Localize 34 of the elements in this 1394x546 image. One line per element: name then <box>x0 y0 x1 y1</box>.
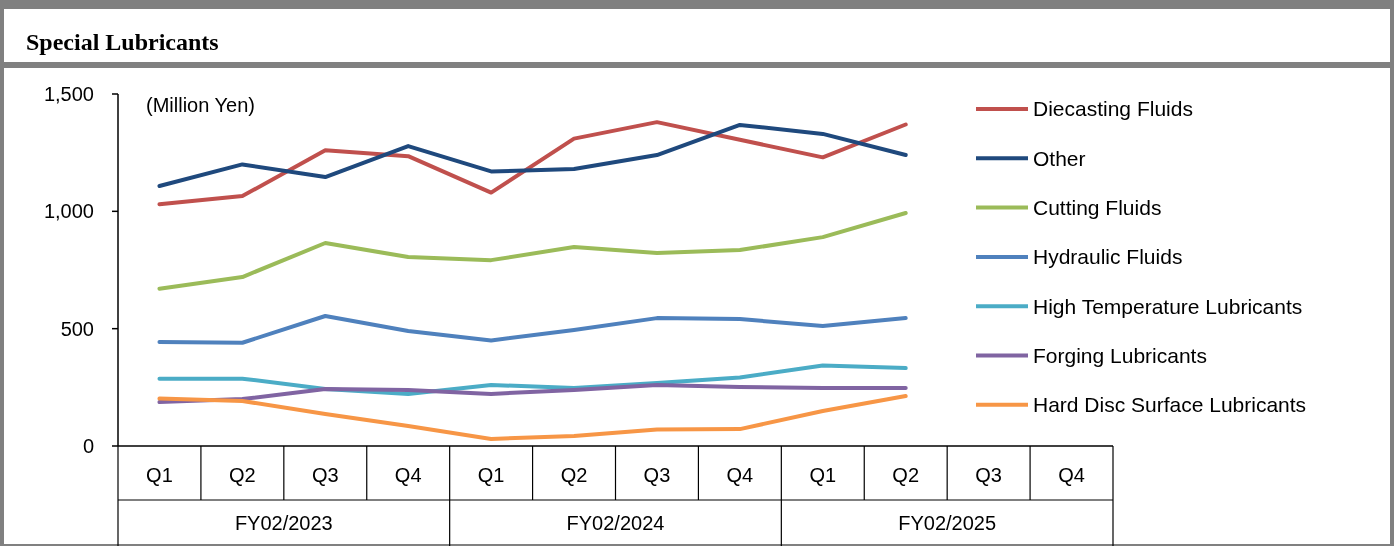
legend-label: High Temperature Lubricants <box>1033 294 1303 318</box>
x-tick-label: Q3 <box>311 464 339 486</box>
legend-label: Cutting Fluids <box>1033 195 1162 219</box>
y-tick-label: 1,500 <box>43 83 94 105</box>
legend-label: Hard Disc Surface Lubricants <box>1033 393 1307 417</box>
x-tick-label: Q4 <box>394 464 422 486</box>
x-tick-label: Q1 <box>146 464 173 486</box>
x-tick-label: Q3 <box>643 464 671 486</box>
x-tick-label: Q2 <box>229 464 256 486</box>
x-tick-label: Q4 <box>726 464 754 486</box>
y-tick-label: 500 <box>60 317 94 340</box>
x-tick-label: Q2 <box>892 464 920 486</box>
x-tick-label: Q1 <box>477 464 505 486</box>
chart-title: Special Lubricants <box>26 29 219 55</box>
legend-label: Other <box>1033 146 1086 170</box>
y-axis-title: (Million Yen) <box>146 94 255 116</box>
text: FY02/2024 <box>566 512 665 534</box>
line-series <box>157 122 908 188</box>
legend-label: Hydraulic Fluids <box>1033 245 1183 269</box>
y-tick-label: 1,000 <box>43 200 94 223</box>
x-tick-label: Q4 <box>1058 464 1085 486</box>
line-series <box>157 210 908 291</box>
legend-label: Diecasting Fluids <box>1033 97 1193 121</box>
line-series <box>157 394 908 441</box>
text: FY02/2025 <box>898 512 997 534</box>
x-tick-label: Q3 <box>975 464 1002 486</box>
y-tick-label: 0 <box>82 435 94 457</box>
line-series <box>157 382 908 405</box>
text: FY02/2023 <box>234 512 333 534</box>
line-series <box>157 314 908 345</box>
x-tick-label: Q1 <box>809 464 837 486</box>
legend-label: Forging Lubricants <box>1033 343 1207 367</box>
x-tick-label: Q2 <box>560 464 588 486</box>
line-series <box>157 120 908 207</box>
